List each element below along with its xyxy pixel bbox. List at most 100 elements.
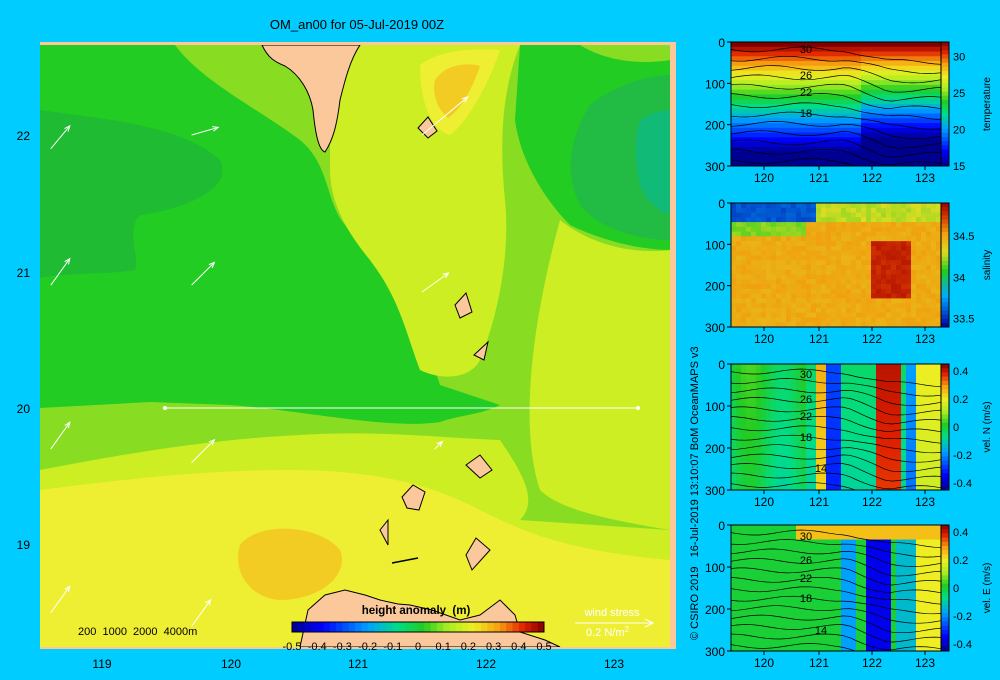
- section-cell: [791, 260, 797, 266]
- section-cell: [891, 75, 897, 81]
- section-cell: [846, 393, 852, 399]
- section-cell: [756, 607, 762, 613]
- wind-arrow: [50, 422, 71, 450]
- section-cell: [811, 431, 817, 438]
- section-cell: [906, 373, 912, 379]
- section-cell: [906, 161, 912, 166]
- section-cell: [741, 436, 747, 442]
- section-cell: [796, 203, 802, 209]
- section-cell: [891, 549, 897, 555]
- colorbar-segment: [941, 393, 949, 398]
- x-tick-label: 123: [915, 495, 935, 509]
- section-cell: [916, 274, 922, 280]
- section-cell: [741, 70, 747, 76]
- section-cell: [921, 549, 927, 555]
- section-cell: [876, 525, 882, 531]
- section-cell: [931, 427, 937, 433]
- section-cell: [811, 529, 817, 536]
- section-cell: [856, 222, 862, 228]
- section-cell: [916, 156, 922, 162]
- section-cell: [731, 65, 737, 72]
- section-cell: [746, 568, 752, 574]
- section-cell: [796, 212, 802, 218]
- section-cell: [791, 226, 797, 233]
- section-cell: [811, 417, 817, 423]
- section-cell: [856, 84, 862, 91]
- section-cell: [746, 383, 752, 389]
- section-cell: [866, 307, 872, 314]
- section-cell: [766, 451, 772, 457]
- section-cell: [796, 417, 802, 423]
- section-cell: [786, 269, 792, 275]
- section-cell: [781, 422, 787, 428]
- section-cell: [861, 303, 867, 309]
- section-cell: [896, 612, 902, 618]
- x-tick-label: 121: [809, 495, 829, 509]
- section-cell: [866, 602, 872, 608]
- section-cell: [831, 322, 837, 327]
- section-cell: [871, 397, 877, 404]
- colorbar-tick: -0.3: [333, 641, 352, 653]
- section-cell: [861, 431, 867, 438]
- section-cell: [796, 475, 802, 481]
- section-cell: [861, 51, 867, 57]
- section-cell: [871, 646, 877, 651]
- section-cell: [741, 279, 747, 285]
- section-cell: [881, 393, 887, 399]
- contour-line: [731, 434, 941, 454]
- section-cell: [926, 607, 932, 613]
- section-cell: [746, 99, 752, 105]
- section-cell: [731, 446, 737, 452]
- section-cell: [801, 436, 807, 442]
- colorbar-segment: [941, 302, 949, 307]
- section-cell: [836, 573, 842, 579]
- colorbar-segment: [361, 622, 369, 632]
- section-cell: [916, 217, 922, 223]
- section-cell: [751, 544, 757, 550]
- contour-line: [731, 65, 941, 84]
- section-cell: [851, 393, 857, 399]
- section-cell: [841, 529, 847, 536]
- section-cell: [921, 388, 927, 394]
- colorbar-segment: [292, 622, 299, 632]
- section-cell: [931, 75, 937, 81]
- section-cell: [916, 412, 922, 418]
- colorbar-segment: [941, 613, 949, 618]
- section-cell: [751, 255, 757, 261]
- section-cell: [906, 293, 912, 299]
- section-cell: [821, 317, 827, 323]
- section-cell: [886, 431, 892, 438]
- section-cell: [906, 265, 912, 271]
- section-cell: [756, 588, 762, 594]
- section-cell: [841, 563, 847, 570]
- section-cell: [806, 446, 812, 452]
- section-cell: [811, 118, 817, 124]
- section-cell: [866, 554, 872, 560]
- section-cell: [746, 65, 752, 72]
- section-cell: [816, 137, 822, 143]
- section-cell: [841, 312, 847, 318]
- section-cell: [846, 94, 852, 100]
- section-cell: [891, 441, 897, 447]
- section-cell: [881, 146, 887, 153]
- section-cell: [886, 303, 892, 309]
- section-cell: [811, 378, 817, 384]
- colorbar-segment: [941, 108, 949, 113]
- section-cell: [786, 373, 792, 379]
- section-cell: [806, 441, 812, 447]
- colorbar-label: vel. E (m/s): [982, 563, 993, 614]
- wind-arrow: [191, 126, 219, 136]
- section-cell: [846, 42, 852, 48]
- section-cell: [771, 573, 777, 579]
- section-cell: [876, 460, 882, 467]
- section-cell: [781, 203, 787, 209]
- section-cell: [921, 222, 927, 228]
- section-cell: [896, 108, 902, 114]
- section-cell: [876, 118, 882, 124]
- section-cell: [791, 56, 797, 62]
- section-cell: [906, 312, 912, 318]
- section-cell: [826, 373, 832, 379]
- section-cell: [796, 373, 802, 379]
- section-cell: [886, 245, 892, 252]
- section-cell: [851, 368, 857, 375]
